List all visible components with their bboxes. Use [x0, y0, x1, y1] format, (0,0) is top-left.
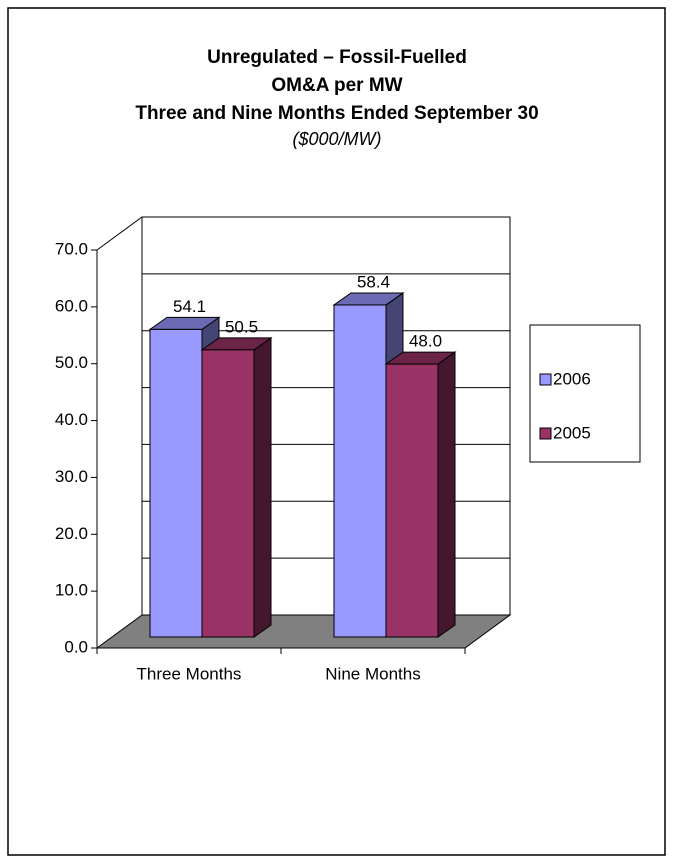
bar — [384, 351, 457, 638]
legend-swatch — [539, 427, 552, 440]
y-tick-label: 0.0 — [64, 637, 88, 656]
y-tick-label: 40.0 — [55, 410, 88, 429]
bar — [200, 336, 273, 638]
legend-label: 2006 — [553, 369, 591, 388]
y-tick-label: 20.0 — [55, 524, 88, 543]
chart-subtitle: ($000/MW) — [292, 129, 381, 149]
bar-front — [333, 304, 387, 638]
value-label: 50.5 — [225, 317, 258, 336]
bar-front — [149, 328, 203, 638]
x-tick-label: Three Months — [137, 664, 242, 683]
y-tick-label: 10.0 — [55, 581, 88, 600]
bar-front — [385, 363, 439, 638]
x-tick-label: Nine Months — [325, 664, 420, 683]
value-label: 58.4 — [357, 272, 390, 291]
y-tick-label: 30.0 — [55, 467, 88, 486]
legend-box — [529, 324, 641, 463]
bar-side — [437, 351, 456, 638]
legend-swatch — [539, 373, 552, 386]
wall-edge — [96, 216, 143, 251]
y-tick-label: 50.0 — [55, 353, 88, 372]
y-tick-label: 60.0 — [55, 296, 88, 315]
chart-title: OM&A per MW — [271, 75, 402, 96]
legend-label: 2005 — [553, 423, 591, 442]
value-label: 48.0 — [409, 332, 442, 351]
chart-title: Unregulated – Fossil-Fuelled — [207, 47, 467, 68]
value-label: 54.1 — [173, 297, 206, 316]
bar-front — [201, 349, 255, 638]
chart-title: Three and Nine Months Ended September 30 — [135, 103, 538, 124]
y-tick-label: 70.0 — [55, 239, 88, 258]
bar-side — [253, 336, 272, 638]
